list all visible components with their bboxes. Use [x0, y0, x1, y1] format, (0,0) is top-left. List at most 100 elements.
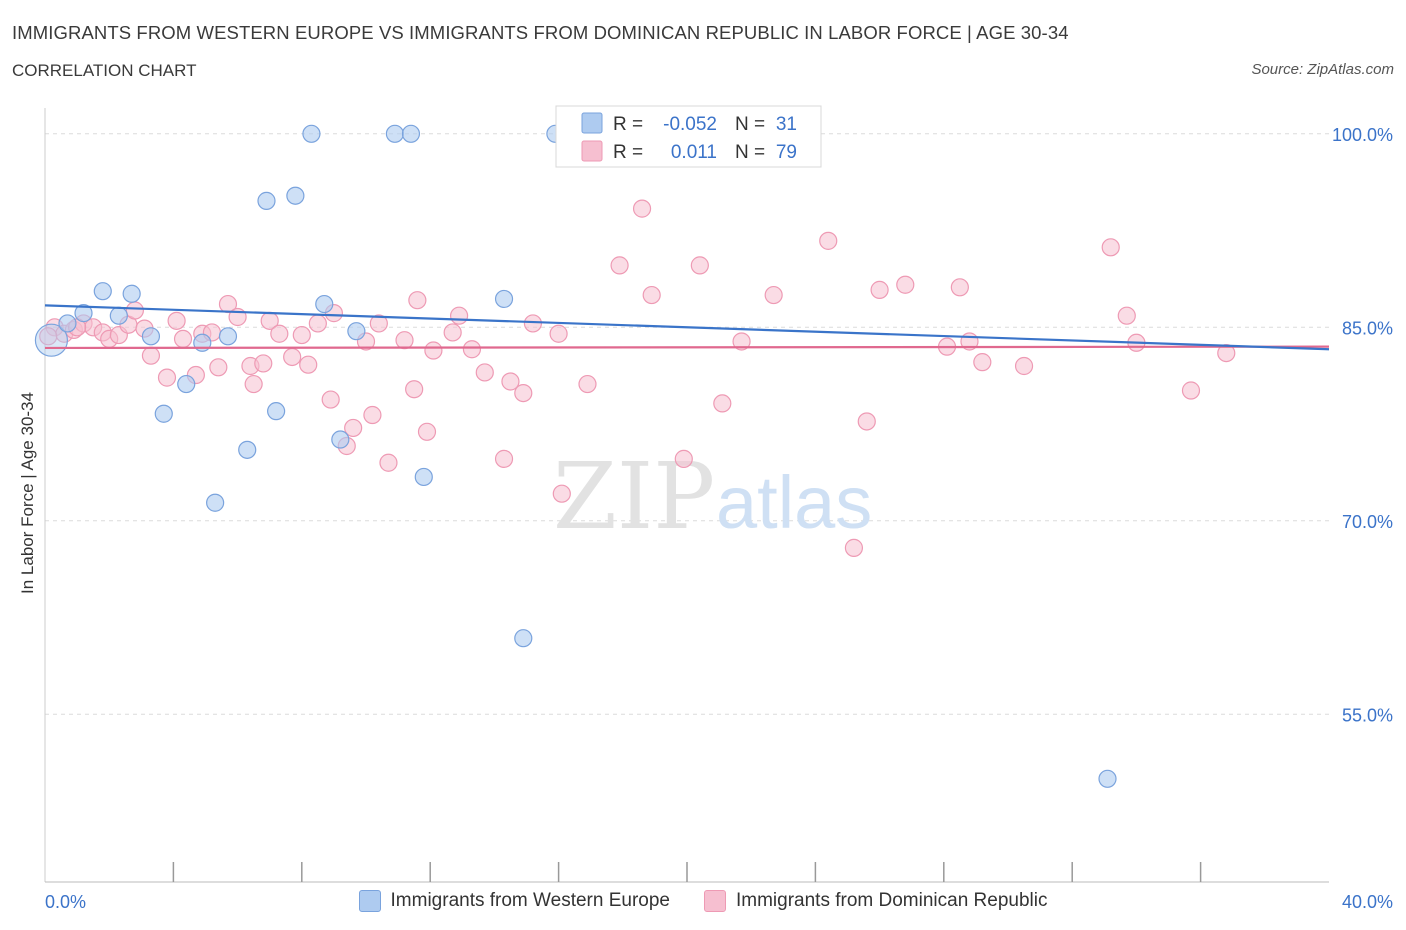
pink-point-33 [344, 418, 363, 438]
blue-point-2 [74, 304, 93, 323]
legend-blue-swatch [581, 112, 603, 134]
pink-point-25 [270, 324, 289, 343]
tick-labels: 55.0% 70.0% 85.0% 100.0% 0.0% 40.0% [45, 125, 1393, 912]
x-tick-label-min: 0.0% [45, 892, 86, 912]
pink-point-61 [764, 285, 783, 305]
blue-point-30 [1098, 769, 1117, 788]
watermark-atlas: atlas [716, 461, 872, 544]
pink-point-14 [173, 329, 193, 349]
blue-point-10 [206, 493, 225, 512]
pink-point-36 [369, 314, 388, 333]
pink-point-72 [1101, 238, 1120, 257]
legend-blue-r-label: R = [613, 114, 643, 135]
pink-point-48 [501, 372, 520, 391]
pink-point-13 [167, 311, 186, 330]
pink-point-52 [552, 484, 571, 503]
pink-point-37 [379, 453, 398, 472]
pink-point-28 [299, 355, 318, 374]
blue-point-5 [122, 284, 141, 303]
pink-point-56 [642, 285, 661, 305]
pink-trend-line [44, 345, 1330, 350]
pink-point-44 [449, 306, 469, 325]
gridlines [45, 133, 1329, 715]
pink-point-26 [283, 347, 302, 367]
pink-series-points [39, 199, 1236, 557]
pink-point-23 [254, 354, 273, 373]
pink-point-41 [417, 422, 437, 441]
pink-point-38 [395, 331, 414, 350]
pink-point-68 [950, 278, 969, 297]
pink-point-39 [405, 380, 424, 399]
blue-point-17 [315, 294, 334, 314]
pink-point-55 [632, 199, 652, 218]
pink-point-12 [157, 368, 177, 387]
blue-point-7 [154, 404, 173, 423]
pink-point-35 [363, 405, 382, 425]
pink-point-29 [308, 314, 327, 333]
pink-point-64 [857, 412, 876, 431]
blue-point-15 [286, 186, 305, 205]
pink-point-42 [424, 341, 443, 360]
legend-item-dominican-republic[interactable]: Immigrants from Dominican Republic [703, 890, 1048, 912]
legend-blue-r-value: -0.052 [663, 114, 717, 135]
blue-point-11 [218, 327, 238, 346]
y-tick-label-0: 55.0% [1342, 705, 1393, 725]
pink-point-50 [523, 314, 543, 333]
pink-point-43 [443, 323, 462, 342]
pink-point-70 [973, 353, 992, 372]
pink-point-22 [244, 374, 263, 394]
blue-point-20 [385, 124, 404, 143]
y-tick-label-2: 85.0% [1342, 318, 1393, 338]
pink-point-65 [870, 280, 889, 299]
y-tick-label-1: 70.0% [1342, 512, 1393, 532]
pink-point-30 [321, 390, 340, 409]
pink-point-62 [819, 231, 838, 250]
source-credit: Source: ZipAtlas.com [1251, 61, 1394, 78]
legend-label-dominican-republic: Immigrants from Dominican Republic [735, 890, 1048, 911]
trend-lines [44, 304, 1330, 351]
blue-point-18 [331, 430, 350, 449]
legend-blue-n-value: 31 [776, 114, 797, 135]
blue-point-19 [347, 322, 366, 341]
pink-point-58 [690, 256, 709, 275]
legend-swatch-pink [703, 890, 726, 912]
pink-point-57 [674, 449, 693, 468]
x-tick-label-max: 40.0% [1342, 892, 1393, 912]
blue-point-13 [257, 191, 276, 210]
pink-point-46 [475, 363, 494, 382]
blue-point-12 [238, 440, 257, 459]
pink-point-76 [1217, 344, 1236, 363]
blue-point-24 [514, 629, 533, 648]
legend-pink-swatch [581, 140, 603, 162]
blue-point-23 [494, 289, 514, 309]
axes [44, 108, 1329, 883]
pink-point-75 [1181, 381, 1201, 400]
blue-point-8 [177, 374, 196, 394]
pink-point-71 [1014, 356, 1034, 376]
legend-pink-r-label: R = [613, 142, 643, 163]
legend-blue-n-label: N = [735, 114, 765, 135]
pink-point-77 [39, 327, 58, 346]
legend-label-western-europe: Immigrants from Western Europe [390, 890, 670, 911]
chart-title: IMMIGRANTS FROM WESTERN EUROPE VS IMMIGR… [12, 22, 1069, 43]
blue-point-21 [401, 124, 421, 143]
pink-point-63 [844, 538, 864, 557]
pink-point-18 [209, 358, 228, 377]
pink-point-54 [610, 256, 629, 275]
blue-point-16 [302, 124, 321, 143]
pink-point-9 [125, 301, 144, 320]
pink-point-47 [494, 449, 514, 468]
pink-point-60 [732, 332, 751, 351]
pink-point-66 [896, 275, 915, 294]
pink-point-27 [292, 325, 311, 345]
correlation-legend: R = -0.052 N = 31 R = 0.011 N = 79 [555, 105, 822, 168]
legend-item-western-europe[interactable]: Immigrants from Western Europe [358, 890, 670, 912]
blue-point-6 [141, 327, 161, 346]
blue-point-14 [267, 402, 286, 421]
watermark: ZIP atlas [553, 443, 872, 550]
pink-point-49 [514, 383, 533, 403]
y-axis-label: In Labor Force | Age 30-34 [18, 392, 37, 594]
legend-swatch-blue [358, 890, 381, 912]
y-tick-label-3: 100.0% [1332, 125, 1393, 145]
